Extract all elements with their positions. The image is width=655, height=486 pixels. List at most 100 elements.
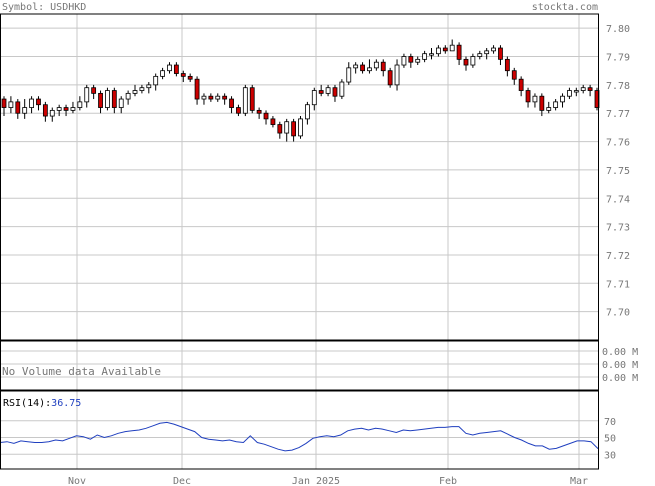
candle-body [415,58,421,63]
x-tick-label: Nov [68,476,86,486]
candle-body [173,64,179,74]
candle [415,56,421,66]
candle-body [401,56,407,66]
price-tick-label: 7.74 [606,194,630,205]
candle [325,84,331,97]
candle [339,79,345,100]
candle [167,62,172,74]
candle-body [270,118,276,125]
rsi-value: 36.75 [51,398,81,409]
candle [208,93,214,102]
candle-body [498,47,503,60]
candle [249,84,255,114]
candle-body [49,109,55,117]
candle-body [77,101,83,108]
candle [394,59,400,91]
rsi-tick-label: 50 [604,434,616,445]
candle-body [422,53,428,60]
candle [256,107,262,119]
candle [139,84,145,94]
candle-body [346,67,352,83]
candle [270,116,276,128]
candle-body [194,78,200,100]
candle [222,93,228,105]
rsi-axis: 70 50 30 [604,417,616,462]
price-tick-label: 7.70 [606,308,630,319]
candle-body [70,107,76,111]
candle [332,84,338,102]
candle [525,87,531,108]
candle-body [236,107,241,114]
rsi-tick-label: 70 [604,417,616,428]
price-tick-label: 7.73 [606,223,630,234]
candle [456,42,462,66]
candle-body [339,81,345,97]
candle [160,67,165,80]
candle-body [353,64,359,69]
candle [511,67,517,85]
candle [15,99,21,119]
candle [91,84,97,100]
candle-body [180,73,186,77]
candle [408,53,414,68]
candle [380,59,386,77]
volume-message: No Volume data Available [2,365,161,378]
candle [284,118,290,142]
candle-body [504,58,510,72]
candle-body [587,87,593,91]
candle-body [249,87,255,111]
volume-tick-label: 0.00 M [602,347,638,358]
candle [311,87,317,111]
panel-frame [0,390,599,470]
panel-frames [0,13,599,470]
candle-body [311,90,317,106]
candle [187,73,193,83]
candle [84,84,90,108]
candle [291,118,297,142]
candle [387,67,393,88]
candle [470,53,476,68]
candle-body [580,87,586,91]
candle [98,90,103,114]
candle [484,48,490,60]
candle-body [146,84,152,89]
candle-body [98,92,103,108]
candle [436,45,441,57]
price-tick-label: 7.79 [606,53,630,64]
candle-body [118,98,124,108]
volume-gridlines [0,341,598,390]
price-tick-label: 7.78 [606,81,630,92]
candle-body [42,104,48,117]
x-axis: Nov Dec Jan 2025 Feb Mar [68,476,588,486]
candle [553,99,559,111]
candle [532,93,538,108]
candle-body [256,109,262,114]
candle-body [573,90,579,93]
candle-body [546,107,552,111]
candle-body [449,44,455,52]
rsi-title: RSI(14):36.75 [3,398,81,409]
candle [580,84,586,94]
candle [401,53,407,68]
candle-body [105,90,110,108]
candle-body [442,47,448,52]
candle-body [394,64,400,86]
price-tick-label: 7.71 [606,279,630,290]
candle [105,87,110,111]
candle [49,107,55,122]
candle-body [125,92,131,100]
candle-body [525,90,531,103]
candle [429,48,434,60]
candle-body [325,87,331,94]
candle [463,56,469,71]
candle [504,56,510,77]
x-tick-label: Mar [570,476,588,486]
candle [560,93,565,108]
candle-body [484,50,490,55]
candle [373,59,379,71]
candle-body [291,121,297,137]
candle [236,104,241,117]
x-tick-label: Jan 2025 [292,476,340,486]
candle [229,96,234,114]
candle [422,50,428,63]
